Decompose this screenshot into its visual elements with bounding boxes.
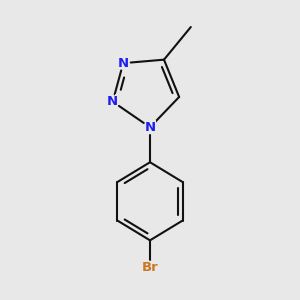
- Text: Br: Br: [142, 261, 158, 274]
- Text: N: N: [143, 120, 157, 135]
- Text: N: N: [107, 95, 118, 108]
- Text: N: N: [118, 57, 129, 70]
- Text: Br: Br: [140, 260, 160, 274]
- Text: N: N: [144, 121, 156, 134]
- Text: N: N: [116, 56, 130, 71]
- Text: N: N: [106, 94, 119, 109]
